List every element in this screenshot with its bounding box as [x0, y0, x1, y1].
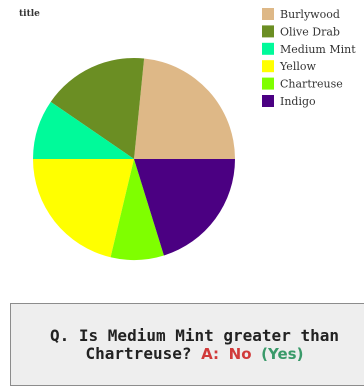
- legend-swatch-medium-mint: [262, 42, 274, 55]
- legend-swatch-olive-drab: [262, 25, 274, 38]
- correct-answer: (Yes): [261, 344, 304, 363]
- legend-swatch-yellow: [262, 60, 274, 73]
- question-box: Q. Is Medium Mint greater than Chartreus…: [10, 303, 364, 386]
- pie-slice-olive-drab: [50, 58, 145, 159]
- pie-slice-indigo: [134, 159, 235, 256]
- legend-label-yellow: Yellow: [279, 60, 316, 73]
- legend-label-burlywood: Burlywood: [280, 8, 340, 21]
- question-text: Q. Is Medium Mint greater than Chartreus…: [11, 325, 364, 363]
- pie-slice-chartreuse: [110, 159, 164, 260]
- pie-chart: title Burlywood Olive Drab Medium Mint Yell…: [19, 8, 356, 260]
- legend: Burlywood Olive Drab Medium Mint Yellow Char…: [262, 8, 356, 108]
- answer-label: A:: [201, 344, 220, 363]
- legend-label-indigo: Indigo: [280, 95, 316, 108]
- question: Q. Is Medium Mint greater than Chartreus…: [50, 325, 339, 363]
- chart-title: title: [19, 9, 40, 19]
- legend-swatch-chartreuse: [262, 77, 274, 90]
- pie-slice-medium-mint: [33, 101, 134, 159]
- legend-swatch-indigo: [262, 95, 274, 107]
- pie-slices: [33, 58, 235, 260]
- legend-swatch-burlywood: [262, 8, 274, 20]
- pie-slice-yellow: [33, 159, 134, 258]
- answer: No: [228, 344, 252, 363]
- legend-label-olive-drab: Olive Drab: [280, 25, 340, 38]
- legend-label-chartreuse: Chartreuse: [280, 78, 343, 91]
- legend-label-medium-mint: Medium Mint: [280, 43, 356, 56]
- pie-slice-burlywood: [134, 58, 235, 159]
